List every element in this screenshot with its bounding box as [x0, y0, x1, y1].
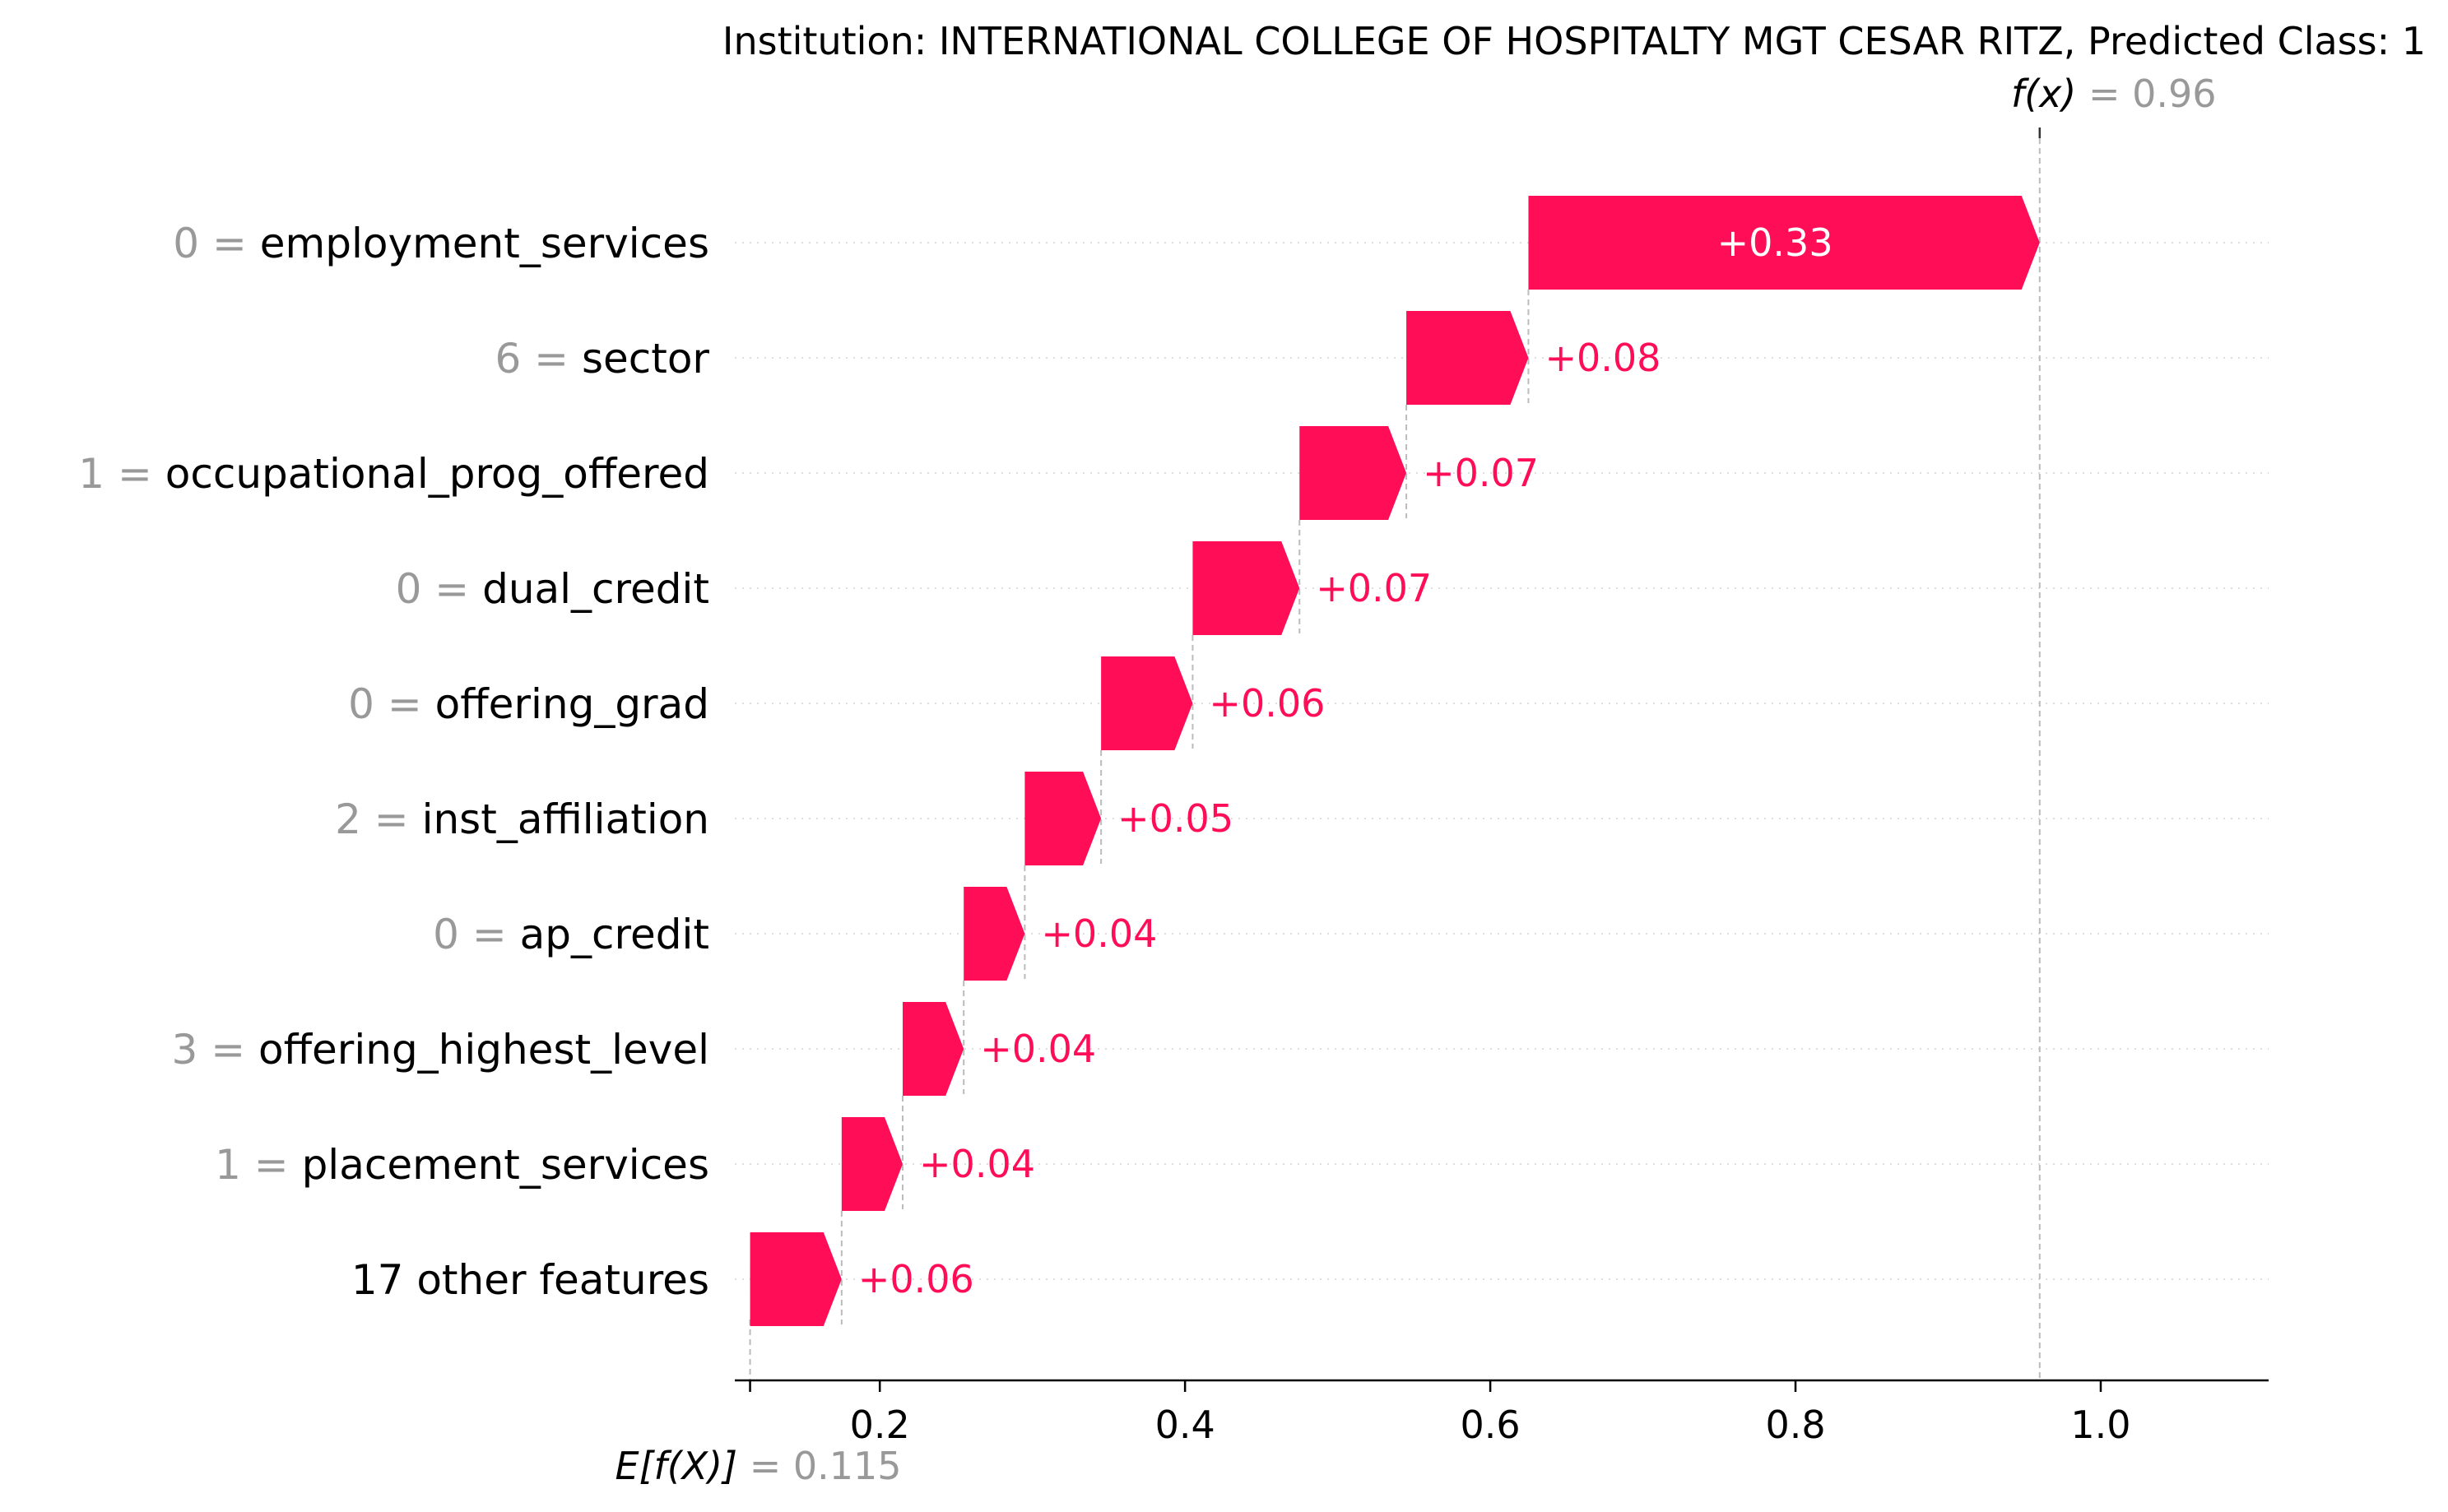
connector-layer — [749, 128, 2042, 1380]
feature-value: 1 = — [78, 450, 165, 498]
feature-label: 17 other features — [351, 1256, 709, 1304]
waterfall-bar — [1299, 426, 1407, 520]
x-tick-label: 1.0 — [2070, 1403, 2130, 1447]
bar-value-label: +0.04 — [919, 1142, 1035, 1186]
bar-value-label: +0.33 — [1717, 220, 1833, 265]
waterfall-bar — [1528, 196, 2040, 290]
bar-value-label: +0.06 — [1209, 681, 1325, 726]
feature-name: occupational_prog_offered — [165, 450, 709, 498]
feature-label: 1 = placement_services — [215, 1141, 709, 1189]
base-value-number: = 0.115 — [750, 1444, 902, 1488]
feature-name: inst_affiliation — [422, 795, 709, 843]
feature-value: 0 = — [173, 220, 260, 267]
feature-value: 1 = — [215, 1141, 302, 1189]
bar-value-label: +0.04 — [1041, 911, 1157, 956]
waterfall-bar — [841, 1117, 903, 1211]
x-tick-label: 0.2 — [850, 1403, 910, 1447]
feature-value: 3 = — [172, 1026, 259, 1074]
feature-name: offering_highest_level — [258, 1026, 709, 1074]
output-value-number: = 0.96 — [2088, 72, 2217, 116]
feature-label: 1 = occupational_prog_offered — [78, 450, 709, 498]
feature-name: dual_credit — [482, 565, 709, 613]
feature-label: 0 = ap_credit — [433, 911, 709, 958]
feature-label: 0 = employment_services — [173, 220, 709, 267]
x-tick-label: 0.4 — [1155, 1403, 1215, 1447]
x-axis: 0.2 0.4 0.6 0.8 1.0 E[f(X)] = 0.115 f(x) = 0.9… — [615, 72, 2269, 1488]
waterfall-bar — [1101, 656, 1193, 750]
waterfall-bar — [1406, 311, 1529, 405]
base-value-name: E[f(X)] — [615, 1444, 750, 1488]
output-value-label: f(x) = 0.96 — [2011, 72, 2217, 116]
feature-name: sector — [582, 335, 709, 383]
feature-value: 0 = — [348, 680, 435, 728]
bar-value-label: +0.04 — [980, 1027, 1096, 1071]
bar-value-label: +0.07 — [1423, 451, 1539, 495]
x-tick-label: 0.8 — [1765, 1403, 1825, 1447]
x-tick-label: 0.6 — [1461, 1403, 1521, 1447]
feature-name: ap_credit — [520, 911, 709, 958]
waterfall-bar — [750, 1232, 842, 1326]
feature-value: 0 = — [396, 565, 483, 613]
base-value-label: E[f(X)] = 0.115 — [615, 1444, 902, 1488]
bar-value-label: +0.06 — [858, 1257, 974, 1301]
feature-label: 2 = inst_affiliation — [335, 795, 709, 843]
feature-label: 3 = offering_highest_level — [172, 1026, 710, 1074]
feature-label: 0 = dual_credit — [396, 565, 709, 613]
feature-value: 6 = — [495, 335, 582, 383]
waterfall-bar — [964, 887, 1025, 981]
feature-value: 2 = — [335, 795, 422, 843]
feature-name: 17 other features — [351, 1256, 709, 1304]
feature-name: employment_services — [260, 220, 709, 267]
label-layer: +0.33 0 = employment_services +0.08 6 = sec… — [78, 220, 1833, 1304]
waterfall-bar — [903, 1002, 964, 1096]
chart-title: Institution: INTERNATIONAL COLLEGE OF HO… — [722, 19, 2426, 63]
output-value-name: f(x) — [2011, 72, 2088, 116]
bar-value-label: +0.07 — [1316, 566, 1432, 610]
feature-value: 0 = — [433, 911, 520, 958]
feature-label: 6 = sector — [495, 335, 709, 383]
feature-name: offering_grad — [435, 680, 709, 728]
waterfall-bar — [1192, 541, 1300, 635]
bar-layer — [750, 196, 2040, 1326]
bar-value-label: +0.05 — [1117, 796, 1233, 841]
bar-value-label: +0.08 — [1545, 336, 1661, 380]
feature-name: placement_services — [302, 1141, 709, 1189]
waterfall-bar — [1024, 772, 1102, 865]
feature-label: 0 = offering_grad — [348, 680, 709, 728]
